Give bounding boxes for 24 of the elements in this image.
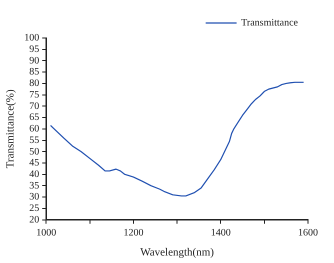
y-tick-label: 35 [29,180,40,192]
y-tick-label: 50 [29,146,40,158]
x-tick-label: 1000 [36,227,56,238]
y-tick-label: 90 [29,55,40,66]
y-tick-label: 40 [29,168,40,180]
y-tick-label: 55 [29,134,40,146]
y-tick-label: 25 [29,203,40,214]
y-axis-title: Transmittance(%) [4,89,16,168]
y-tick-label: 80 [29,78,40,90]
y-tick-label: 60 [29,124,40,135]
y-tick-label: 45 [29,158,40,169]
x-tick-label: 1200 [123,227,144,238]
y-tick-label: 95 [29,44,40,55]
x-tick-label: 1600 [298,227,318,238]
y-tick-label: 75 [29,89,40,100]
y-tick-label: 20 [29,214,40,226]
y-tick-label: 100 [24,32,40,44]
y-tick-label: 65 [29,112,40,124]
x-axis-title: Wavelength(nm) [140,246,214,258]
x-tick-label: 1400 [210,227,231,238]
y-tick-label: 70 [29,100,40,112]
y-tick-label: 85 [29,66,40,78]
legend-label: Transmittance [241,18,299,29]
y-tick-label: 30 [29,192,40,203]
